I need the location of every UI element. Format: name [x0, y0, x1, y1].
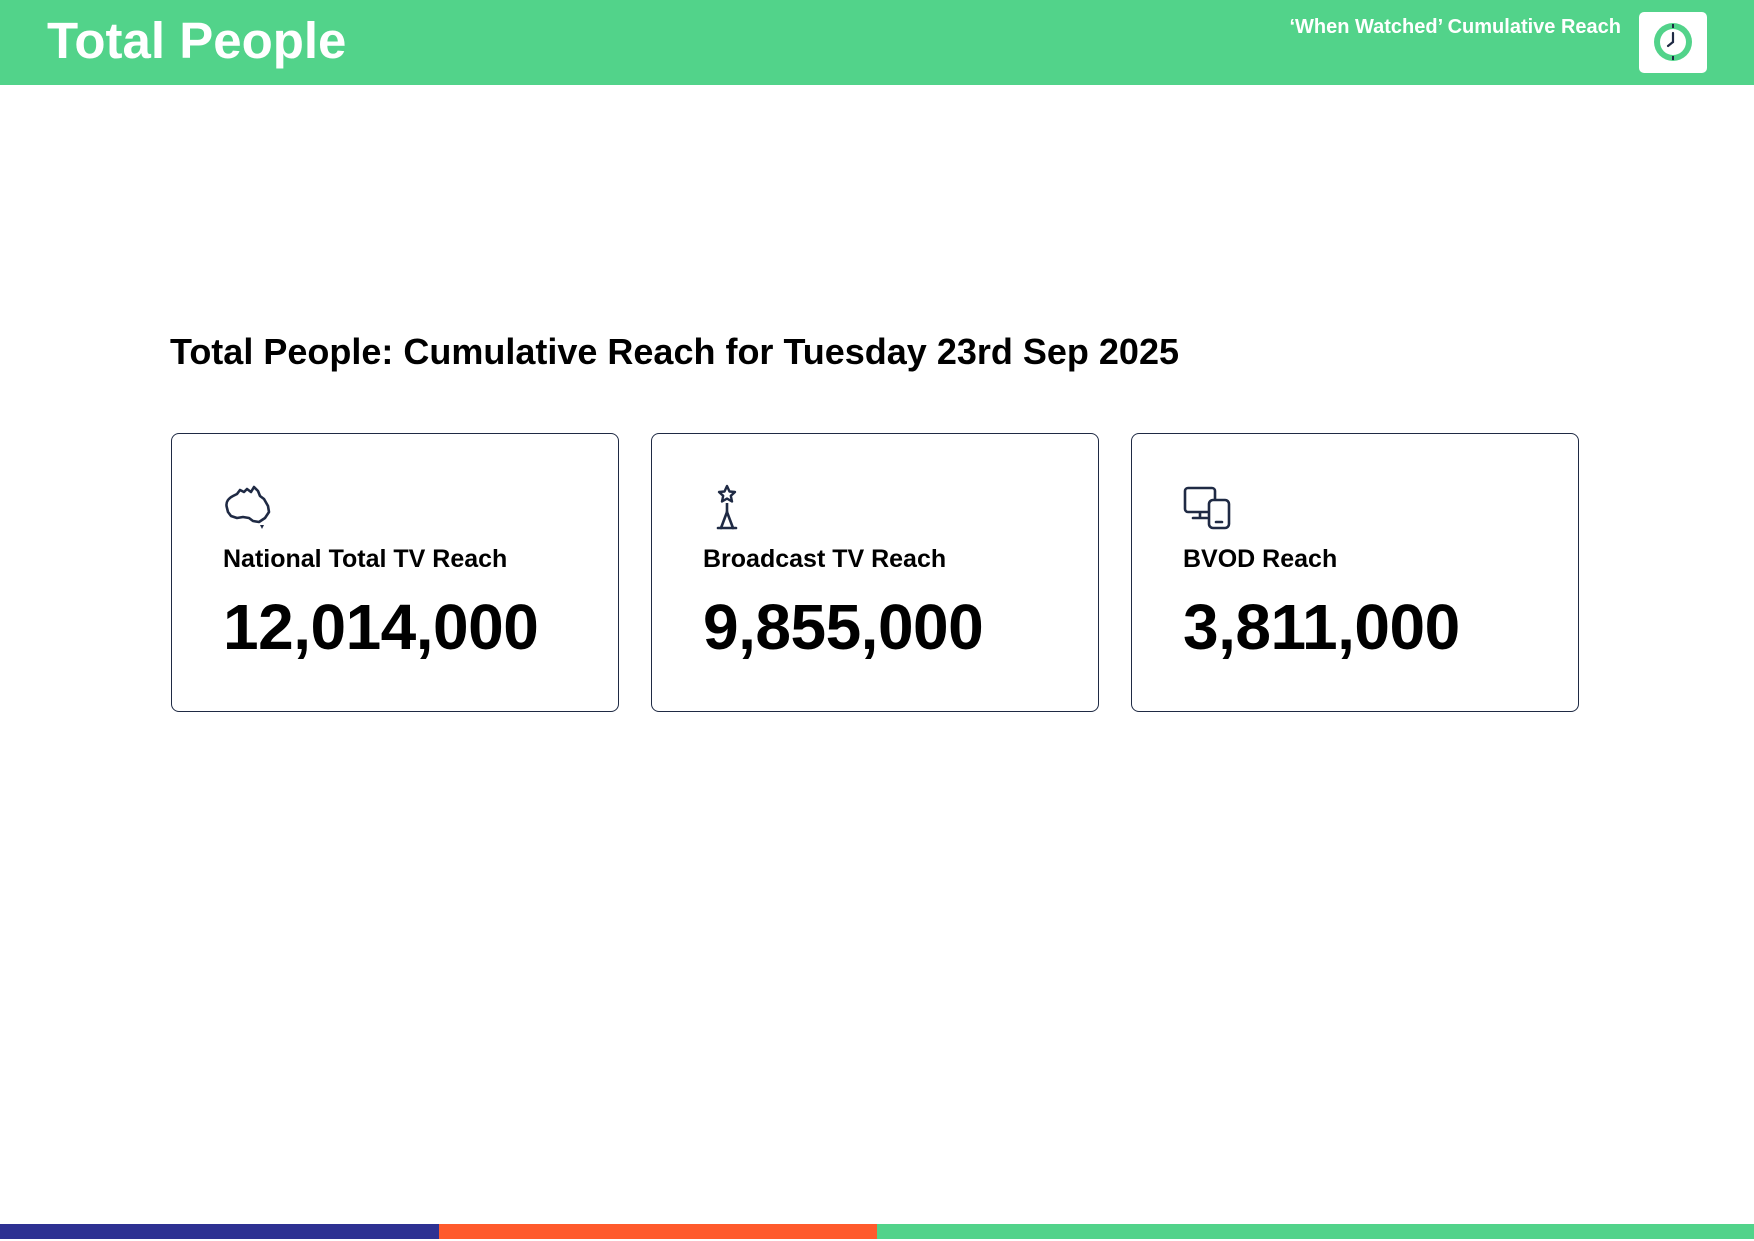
- footer-bar-green: [877, 1224, 1754, 1239]
- card-label: BVOD Reach: [1183, 545, 1338, 573]
- devices-icon: [1183, 486, 1231, 530]
- card-label: National Total TV Reach: [223, 545, 508, 573]
- national-total-tv-reach-card: National Total TV Reach 12,014,000: [171, 433, 619, 712]
- header-bar: Total People ‘When Watched’ Cumulative R…: [0, 0, 1754, 85]
- section-title: Total People: Cumulative Reach for Tuesd…: [170, 331, 1179, 372]
- page-title: Total People: [47, 12, 347, 69]
- card-label: Broadcast TV Reach: [703, 545, 947, 573]
- broadcast-tv-reach-card: Broadcast TV Reach 9,855,000: [651, 433, 1099, 712]
- footer-bar-orange: [439, 1224, 877, 1239]
- logo: [1639, 12, 1707, 73]
- report-subtitle: ‘When Watched’ Cumulative Reach: [1289, 16, 1621, 38]
- bvod-reach-card: BVOD Reach 3,811,000: [1131, 433, 1579, 712]
- clock-icon: [1654, 23, 1692, 61]
- footer-bar-navy: [0, 1224, 439, 1239]
- card-value: 12,014,000: [223, 591, 539, 663]
- card-value: 3,811,000: [1183, 591, 1460, 663]
- broadcast-tower-icon: [716, 484, 738, 530]
- card-value: 9,855,000: [703, 591, 984, 663]
- australia-map-icon: [225, 485, 271, 529]
